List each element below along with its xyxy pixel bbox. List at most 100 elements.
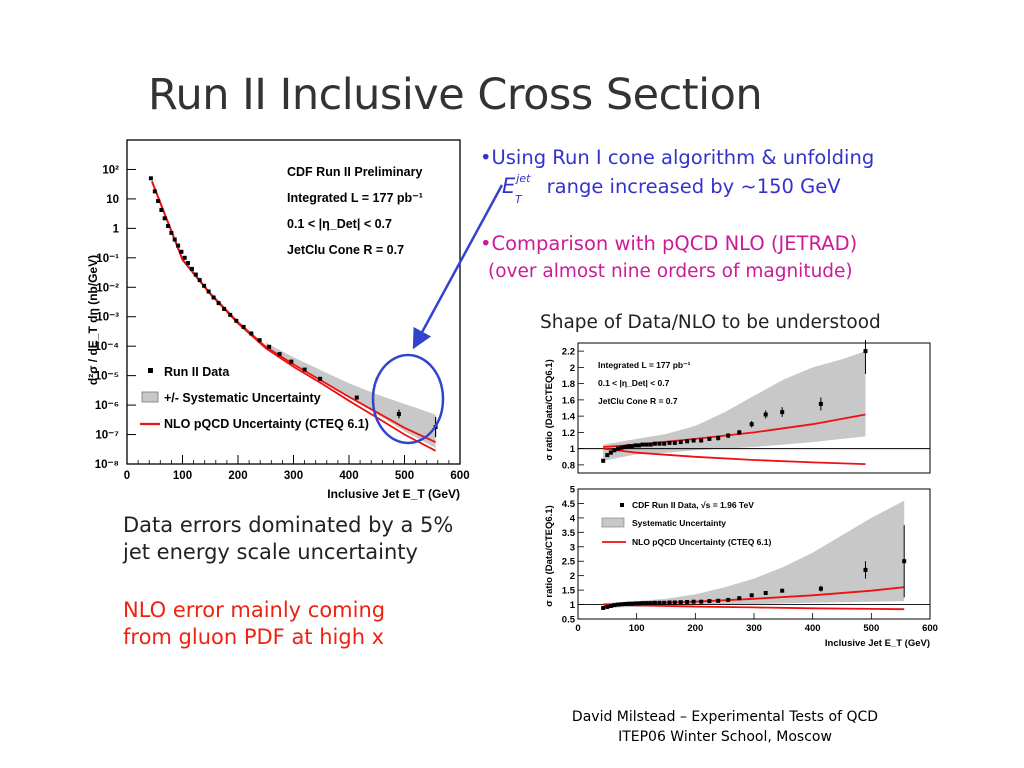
main-x-tick-label: 500	[395, 470, 414, 482]
main-nlo-lower-line	[151, 181, 437, 452]
main-y-tick-label: 10⁻⁶	[95, 400, 119, 412]
footer: David Milstead – Experimental Tests of Q…	[505, 707, 945, 747]
r2-data-point	[672, 600, 677, 605]
main-x-tick-label: 600	[450, 470, 469, 482]
legend-systematic-swatch	[141, 391, 159, 403]
r1-data-point	[737, 430, 742, 435]
r1-data-point	[626, 444, 631, 449]
ratio2-legend-systematic-label: Systematic Uncertainty	[632, 518, 726, 528]
cross-section-chart: 0 100 200 300 400 500 600 10² 10 1 10⁻¹ 10⁻² 10⁻³ 10…	[86, 139, 470, 501]
ratio2-legend-data-marker	[620, 503, 624, 507]
main-data-point	[222, 306, 227, 311]
legend-nlo-label: NLO pQCD Uncertainty (CTEQ 6.1)	[164, 417, 369, 431]
bullet-range-text: range increased by ~150 GeV	[546, 175, 841, 198]
note-nlo-error-line2: from gluon PDF at high x	[123, 625, 385, 649]
r2-y-tick-label: 2.5	[562, 557, 576, 568]
r1-nlo-lower-line	[603, 447, 866, 465]
main-data-point	[234, 318, 239, 323]
main-data-point	[396, 412, 401, 416]
r1-data-point	[678, 440, 683, 445]
main-y-tick-label: 1	[113, 223, 120, 235]
main-data-point	[267, 344, 272, 349]
r1-y-tick-label: 1.6	[562, 395, 575, 406]
pointer-arrow	[412, 184, 504, 350]
main-info-line3: 0.1 < |η_Det| < 0.7	[287, 217, 392, 231]
r1-data-point	[637, 443, 641, 448]
footer-line2: ITEP06 Winter School, Moscow	[618, 729, 832, 745]
r1-data-point	[633, 443, 638, 448]
r1-systematic-band	[603, 351, 866, 461]
r1-data-point	[619, 445, 624, 450]
r2-data-point	[863, 567, 868, 572]
r2-data-point	[644, 601, 649, 606]
main-y-tick-label: 10⁻³	[96, 312, 119, 324]
r1-data-point	[640, 442, 645, 447]
r2-data-point	[626, 601, 631, 606]
r2-x-tick-label: 100	[629, 623, 645, 634]
main-data-point	[156, 199, 161, 203]
main-y-tick-label: 10⁻⁸	[95, 459, 119, 471]
r1-data-point	[608, 450, 613, 455]
main-data-point	[193, 272, 198, 277]
r1-y-tick-label: 2.2	[562, 347, 575, 358]
main-x-tick-label: 200	[228, 470, 247, 482]
main-x-tick-label: 300	[284, 470, 303, 482]
r2-data-point	[662, 600, 667, 605]
main-y-tick-label: 10	[106, 194, 119, 206]
main-y-tick-label: 10⁻⁴	[94, 341, 119, 353]
r1-data-point	[612, 448, 617, 453]
slide-title: Run II Inclusive Cross Section	[148, 70, 763, 120]
main-data-point	[318, 376, 323, 381]
r2-x-tick-label: 400	[805, 623, 821, 634]
main-data-point	[169, 230, 174, 235]
bullet-range-line2: Ejet T range increased by ~150 GeV	[502, 172, 841, 206]
note-nlo-error-line1: NLO error mainly coming	[123, 598, 386, 622]
main-data-point	[289, 359, 294, 364]
r2-x-tick-label: 300	[746, 623, 762, 634]
r2-data-point	[707, 599, 712, 604]
main-y-tick-label: 10⁻¹	[96, 253, 119, 265]
r2-x-tick-label: 500	[863, 623, 879, 634]
r2-y-tick-label: 2	[570, 571, 575, 582]
bullet-comparison-line2: (over almost nine orders of magnitude)	[488, 261, 853, 282]
r1-data-point	[652, 441, 657, 446]
ratio1-y-axis-label: σ ratio (Data/CTEQ6.1)	[544, 359, 555, 461]
main-data-point	[211, 295, 216, 300]
r1-data-point	[691, 438, 696, 443]
r1-data-point	[780, 410, 785, 415]
r2-data-point	[601, 606, 606, 610]
main-data-point	[182, 255, 187, 260]
ratio1-frame	[577, 342, 931, 474]
main-x-tick-label: 0	[124, 470, 130, 482]
r2-y-tick-label: 1.5	[562, 586, 576, 597]
r2-data-point	[902, 559, 907, 564]
r2-data-point	[633, 601, 638, 606]
r1-data-point	[699, 438, 704, 443]
main-info-line2: Integrated L = 177 pb⁻¹	[287, 191, 423, 205]
r2-x-tick-label: 0	[575, 623, 580, 634]
r1-y-tick-label: 1.8	[562, 379, 575, 390]
note-data-errors: Data errors dominated by a 5% jet energy…	[123, 512, 453, 566]
r1-y-tick-label: 0.8	[562, 460, 575, 471]
highlight-ellipse	[371, 353, 445, 445]
note-data-errors-line2: jet energy scale uncertainty	[123, 540, 418, 564]
r1-data-point	[716, 436, 721, 441]
r1-data-point	[648, 442, 653, 447]
main-info-line1: CDF Run II Preliminary	[287, 165, 422, 179]
r2-data-point	[737, 596, 742, 601]
r1-data-point	[672, 440, 677, 445]
main-data-point	[159, 208, 164, 212]
r1-data-point	[763, 412, 768, 417]
legend-data-marker	[148, 368, 153, 373]
r2-y-tick-label: 0.5	[562, 615, 576, 626]
r1-y-tick-label: 1.2	[562, 428, 575, 439]
note-data-errors-line1: Data errors dominated by a 5%	[123, 513, 454, 537]
r2-data-point	[612, 603, 617, 608]
main-data-point	[162, 216, 167, 221]
r2-data-point	[691, 599, 696, 604]
r2-data-point	[818, 586, 823, 591]
r1-y-tick-label: 1	[570, 444, 576, 455]
r2-data-point	[630, 601, 634, 606]
main-data-point	[202, 283, 207, 288]
